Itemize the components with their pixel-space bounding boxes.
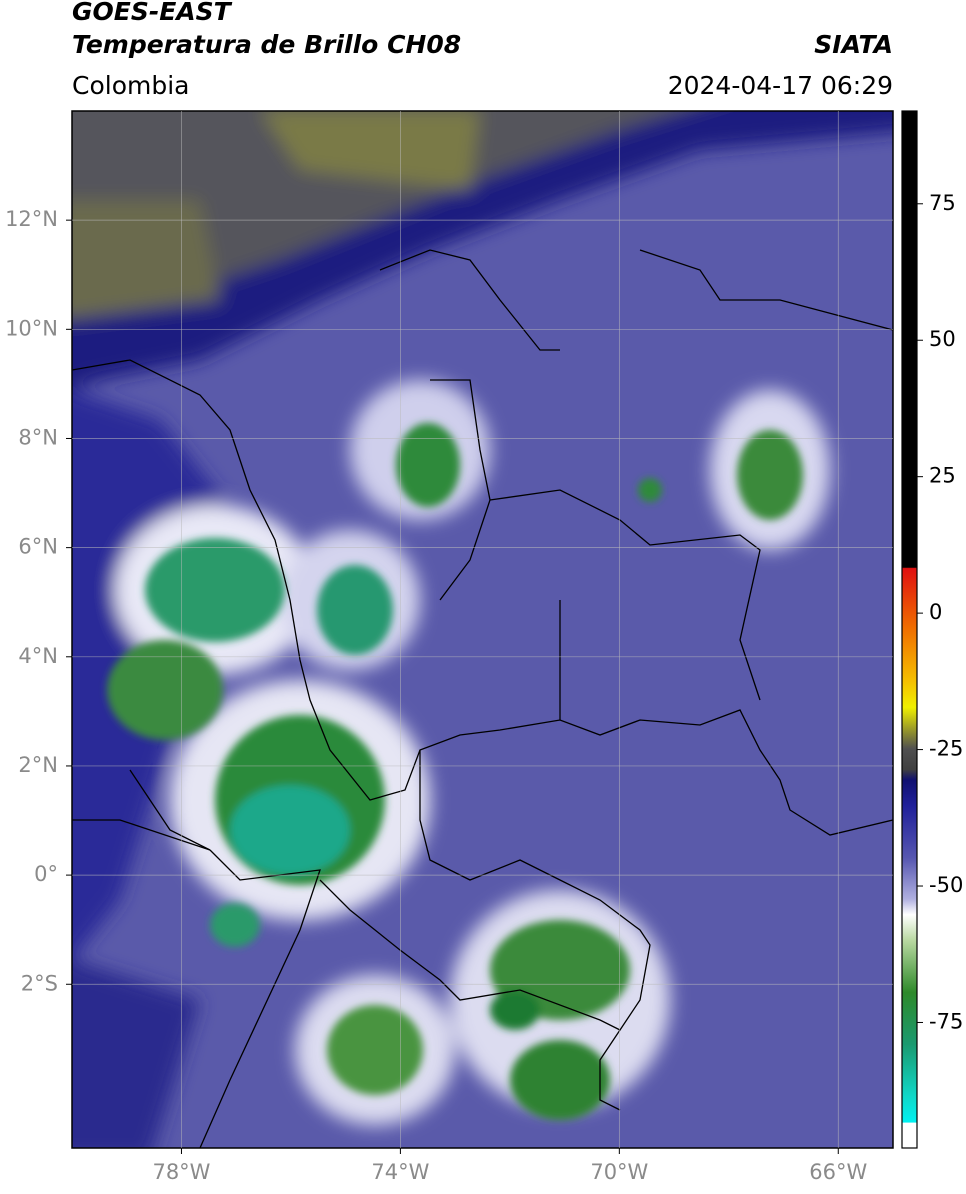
colorbar-tick-label: 75 [929,191,956,215]
lat-tick-label: 4°N [18,644,58,668]
lat-tick-label: 10°N [5,316,58,340]
lat-tick-label: 0° [34,862,58,886]
lon-tick-label: 74°W [371,1160,429,1184]
title: GOES-EAST [72,0,233,26]
lat-tick-label: 6°N [18,535,58,559]
colorbar-tick-label: -75 [929,1009,963,1033]
lon-tick-label: 78°W [152,1160,210,1184]
subtitle: Temperatura de Brillo CH08 [72,30,461,59]
datetime: 2024-04-17 06:29 [668,71,893,100]
lat-tick-label: 2°N [18,753,58,777]
colorbar [901,110,918,1149]
satellite-image [72,111,893,1148]
lon-tick-label: 70°W [590,1160,648,1184]
lat-tick-label: 8°N [18,425,58,449]
region: Colombia [72,71,189,100]
colorbar-tick-label: 25 [929,464,956,488]
map-frame [71,110,894,1149]
colorbar-tick-label: -50 [929,873,963,897]
colorbar-tick-label: 0 [929,600,942,624]
colorbar-tick-label: 50 [929,327,956,351]
lat-tick-label: 2°S [21,971,58,995]
lon-tick-label: 66°W [809,1160,867,1184]
source: SIATA [814,30,893,59]
lat-tick-label: 12°N [5,207,58,231]
colorbar-tick-label: -25 [929,737,963,761]
